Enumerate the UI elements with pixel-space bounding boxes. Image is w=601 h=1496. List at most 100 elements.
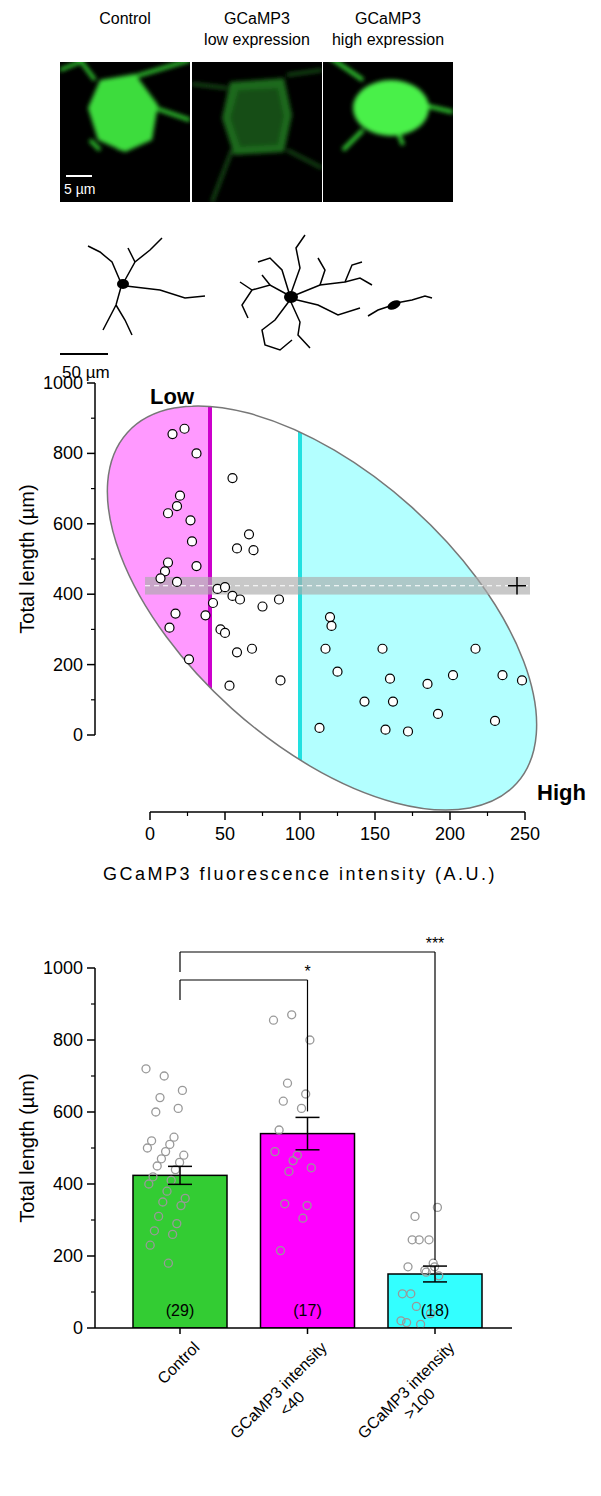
- bar: [388, 1274, 482, 1328]
- control-band: [145, 577, 530, 595]
- data-point: [412, 1302, 420, 1310]
- error-cap: [168, 1184, 192, 1186]
- figure: ControlGCaMP3low expressionGCaMP3high ex…: [0, 0, 601, 1496]
- x-minor-tick: [187, 812, 188, 816]
- x-tick: [224, 812, 226, 820]
- y-tick-label: 1000: [43, 958, 83, 978]
- neurite: [262, 300, 292, 350]
- data-point: [258, 602, 267, 611]
- data-point: [417, 1320, 425, 1328]
- control-mean-marker: [508, 585, 526, 587]
- data-point: [156, 574, 165, 583]
- y-tick: [87, 523, 95, 525]
- x-minor-tick: [262, 812, 263, 816]
- neurite: [258, 258, 290, 296]
- y-tick: [87, 593, 95, 595]
- error-cap: [423, 1281, 447, 1283]
- y-tick-label: 1000: [43, 373, 83, 393]
- y-minor-tick: [91, 629, 95, 630]
- y-tick-label: 800: [53, 1030, 83, 1050]
- x-tick: [374, 812, 376, 820]
- data-point: [281, 1200, 289, 1208]
- data-point: [221, 628, 230, 637]
- data-point: [498, 671, 507, 680]
- soma: [222, 78, 292, 155]
- data-point: [178, 1086, 186, 1094]
- tracing-soma: [117, 279, 129, 289]
- y-tick-label: 0: [73, 725, 83, 745]
- data-point: [171, 609, 180, 618]
- scale-bar: [60, 353, 108, 355]
- annotation-low: Low: [150, 384, 195, 409]
- x-tick: [524, 812, 526, 820]
- neurite: [240, 282, 290, 296]
- micrograph: [323, 62, 453, 202]
- group-ellipse-fill: [37, 332, 601, 883]
- x-tick-label: 100: [285, 824, 315, 844]
- group-regions: [40, 350, 580, 850]
- data-point: [293, 1151, 301, 1159]
- soma: [353, 80, 429, 136]
- x-tick-label: 0: [145, 824, 155, 844]
- x-tick-label: GCaMP3 intensity<40: [227, 1339, 344, 1456]
- x-tick-label: 50: [215, 824, 235, 844]
- cell: [192, 70, 322, 202]
- neurite: [290, 300, 310, 348]
- data-point: [303, 1202, 311, 1210]
- data-point: [160, 1072, 168, 1080]
- data-point: [277, 1247, 285, 1255]
- x-tick: [179, 1328, 181, 1334]
- data-point: [386, 674, 395, 683]
- x-tick-label-group: GCaMP3 intensity>100: [354, 1339, 471, 1456]
- y-tick-label: 200: [53, 655, 83, 675]
- y-tick: [87, 734, 95, 736]
- data-point: [169, 1230, 177, 1238]
- data-point: [404, 1263, 412, 1271]
- tracing-soma: [386, 298, 402, 311]
- y-tick: [87, 1111, 95, 1113]
- y-tick-label: 400: [53, 1174, 83, 1194]
- data-point: [221, 583, 230, 592]
- soma: [88, 74, 158, 152]
- y-tick: [87, 1183, 95, 1185]
- data-point: [471, 644, 480, 653]
- low-region: [40, 350, 210, 850]
- plot-area: [145, 424, 530, 736]
- x-tick-label-group: Control: [154, 1339, 202, 1387]
- label-line: GCaMP3: [224, 10, 290, 27]
- data-point: [423, 679, 432, 688]
- data-point: [315, 723, 324, 732]
- process: [287, 150, 322, 168]
- data-point: [164, 509, 173, 518]
- bar: [133, 1175, 227, 1328]
- data-point: [408, 1236, 416, 1244]
- bar: [261, 1134, 355, 1328]
- cell: [60, 62, 190, 152]
- x-tick: [299, 812, 301, 820]
- x-axis-line: [95, 1327, 512, 1329]
- n-label: (18): [421, 1302, 449, 1319]
- x-minor-tick: [487, 812, 488, 816]
- process: [192, 84, 227, 88]
- label-line: <40: [276, 1388, 307, 1419]
- data-point: [403, 1319, 411, 1327]
- x-tick: [434, 1328, 436, 1334]
- y-tick: [87, 664, 95, 666]
- data-point: [333, 667, 342, 676]
- data-point: [173, 502, 182, 511]
- data-point: [270, 1016, 278, 1024]
- data-point: [153, 1162, 161, 1170]
- y-tick-label: 200: [53, 1246, 83, 1266]
- data-point: [275, 595, 284, 604]
- high-cutoff-line: [298, 350, 302, 850]
- x-tick-label: 250: [510, 824, 540, 844]
- data-point: [422, 1268, 430, 1276]
- x-tick-label-group: GCaMP3 intensity<40: [227, 1339, 344, 1456]
- data-point: [275, 1126, 283, 1134]
- label-line: low expression: [204, 31, 310, 48]
- y-minor-tick: [91, 1291, 95, 1292]
- y-minor-tick: [91, 1003, 95, 1004]
- process: [287, 70, 322, 75]
- error-cap: [296, 1117, 320, 1119]
- image-background: [192, 62, 322, 202]
